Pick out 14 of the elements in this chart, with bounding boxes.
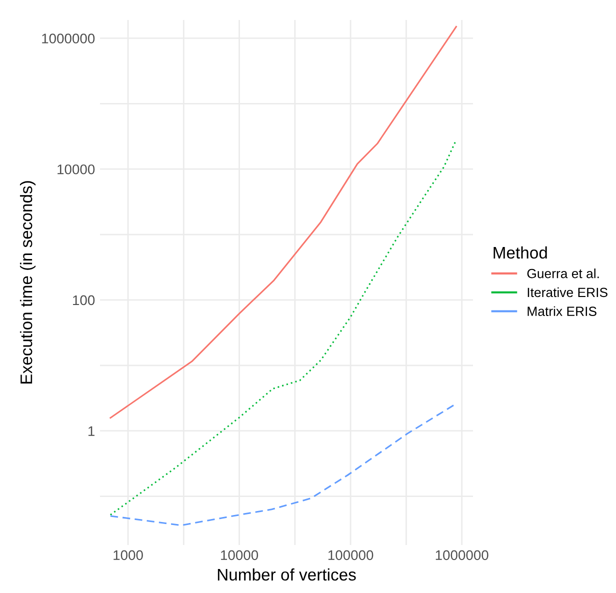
y-tick-label: 10000 (58, 164, 95, 174)
y-tick-label: 1 (88, 426, 94, 436)
x-tick-label: 1000 (114, 550, 143, 560)
x-tick-label: 10000 (221, 550, 258, 560)
y-tick-label: 100 (73, 295, 95, 306)
y-tick-label: 1000000 (42, 34, 95, 44)
legend-label: Iterative ERIS (528, 287, 608, 298)
x-axis-title: Number of vertices (218, 568, 356, 581)
legend-label: Guerra et al. (527, 268, 599, 278)
legend-label: Matrix ERIS (528, 306, 596, 316)
y-axis-title: Execution time (in seconds) (20, 181, 36, 384)
x-tick-label: 1000000 (436, 550, 488, 560)
legend-title: Method (494, 246, 547, 259)
x-tick-label: 100000 (328, 550, 374, 560)
